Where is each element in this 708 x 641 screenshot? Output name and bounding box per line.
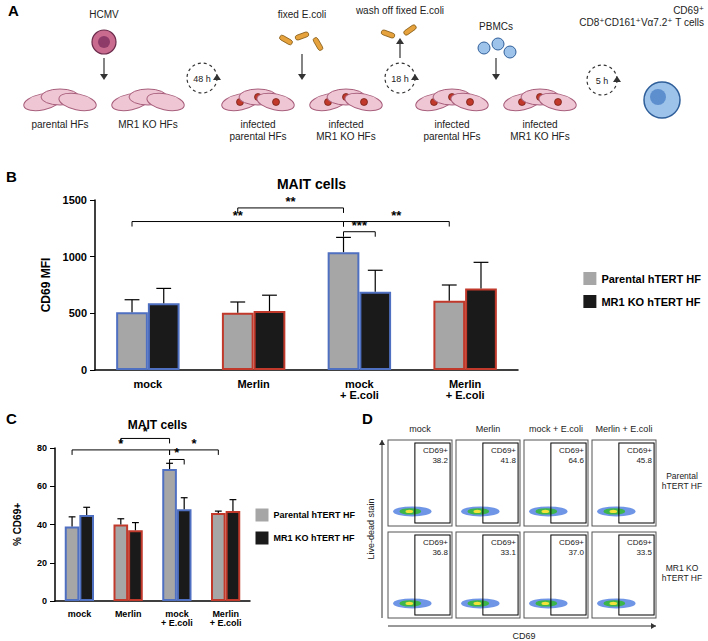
svg-text:**: ** (233, 208, 244, 223)
svg-text:Merlin: Merlin (212, 608, 239, 619)
svg-text:+ E.coli: + E.coli (446, 389, 485, 401)
svg-text:parental HFs: parental HFs (31, 119, 88, 130)
svg-text:CD69+: CD69+ (627, 446, 652, 455)
html-text:C: C (6, 410, 17, 427)
svg-text:36.8: 36.8 (432, 548, 448, 557)
svg-text:+ E.coli: + E.coli (340, 389, 379, 401)
svg-text:80: 80 (37, 443, 47, 453)
svg-text:**: ** (391, 208, 402, 223)
svg-text:mock: mock (165, 608, 189, 619)
svg-text:MR1 KO hTERT HF: MR1 KO hTERT HF (273, 533, 354, 543)
svg-text:mock: mock (68, 609, 93, 619)
svg-text:Merlin: Merlin (476, 424, 501, 434)
svg-text:20: 20 (37, 558, 47, 568)
svg-text:40: 40 (37, 520, 47, 530)
svg-text:CD69 MFI: CD69 MFI (39, 258, 53, 313)
svg-text:MR1 KOhTERT HF: MR1 KOhTERT HF (662, 563, 702, 583)
svg-text:1500: 1500 (63, 194, 87, 206)
svg-text:CD69+: CD69+ (627, 538, 652, 547)
svg-text:33.5: 33.5 (636, 548, 652, 557)
svg-text:0: 0 (81, 364, 87, 376)
svg-text:infectedparental HFs: infectedparental HFs (229, 119, 286, 142)
svg-text:Parental hTERT HF: Parental hTERT HF (601, 273, 701, 285)
svg-text:CD69+: CD69+ (491, 538, 516, 547)
svg-text:Merlin: Merlin (237, 378, 270, 390)
svg-text:MAIT cells: MAIT cells (128, 418, 188, 432)
svg-text:MAIT cells: MAIT cells (277, 176, 346, 192)
svg-text:18 h: 18 h (391, 74, 409, 84)
svg-text:37.0: 37.0 (568, 548, 584, 557)
svg-text:HCMV: HCMV (89, 9, 119, 20)
svg-text:41.8: 41.8 (500, 456, 516, 465)
svg-text:+ E.coli: + E.coli (210, 618, 242, 628)
svg-text:38.2: 38.2 (432, 456, 448, 465)
svg-text:*: * (174, 445, 180, 460)
svg-text:0: 0 (42, 596, 47, 606)
html-text:D: D (362, 410, 373, 427)
svg-text:Live-dead stain: Live-dead stain (366, 498, 376, 559)
svg-text:+ E.coli: + E.coli (161, 618, 193, 628)
svg-text:% CD69+: % CD69+ (12, 503, 23, 546)
svg-text:*: * (191, 436, 197, 451)
svg-text:500: 500 (69, 307, 87, 319)
svg-text:PBMCs: PBMCs (479, 21, 513, 32)
svg-text:MR1 KO hTERT HF: MR1 KO hTERT HF (601, 296, 700, 308)
svg-text:mock + E.coli: mock + E.coli (529, 424, 583, 434)
svg-text:CD69+: CD69+ (559, 446, 584, 455)
svg-text:64.6: 64.6 (568, 456, 584, 465)
svg-text:Merlin + E.coli: Merlin + E.coli (596, 424, 653, 434)
svg-text:Parental hTERT HF: Parental hTERT HF (273, 510, 355, 520)
svg-text:A: A (8, 2, 19, 19)
svg-text:CD69+: CD69+ (423, 446, 448, 455)
svg-text:45.8: 45.8 (636, 456, 652, 465)
svg-text:infectedparental HFs: infectedparental HFs (423, 119, 480, 142)
svg-text:CD69+: CD69+ (423, 538, 448, 547)
svg-text:infectedMR1 KO HFs: infectedMR1 KO HFs (510, 119, 569, 142)
svg-text:MR1 KO HFs: MR1 KO HFs (118, 119, 177, 130)
svg-text:CD69+: CD69+ (491, 446, 516, 455)
svg-text:wash off fixed E.coli: wash off fixed E.coli (355, 5, 444, 16)
svg-text:mock: mock (345, 377, 374, 390)
svg-text:48 h: 48 h (193, 74, 211, 84)
svg-text:infectedMR1 KO HFs: infectedMR1 KO HFs (316, 119, 375, 142)
svg-text:CD69: CD69 (512, 631, 535, 641)
svg-text:5 h: 5 h (596, 76, 609, 86)
html-text:B: B (6, 168, 17, 185)
svg-text:CD69⁺CD8⁺CD161⁺Vα7.2⁺ T cells: CD69⁺CD8⁺CD161⁺Vα7.2⁺ T cells (579, 5, 704, 28)
svg-text:60: 60 (37, 481, 47, 491)
svg-text:fixed E.coli: fixed E.coli (278, 9, 326, 20)
svg-text:**: ** (286, 194, 297, 209)
svg-text:33.1: 33.1 (500, 548, 516, 557)
svg-text:mock: mock (134, 378, 164, 390)
svg-text:Merlin: Merlin (115, 609, 142, 619)
svg-text:ParentalhTERT HF: ParentalhTERT HF (662, 471, 702, 491)
svg-text:1000: 1000 (63, 251, 87, 263)
svg-text:CD69+: CD69+ (559, 538, 584, 547)
svg-text:mock: mock (409, 424, 431, 434)
svg-text:***: *** (352, 218, 368, 233)
svg-text:Merlin: Merlin (448, 377, 482, 390)
